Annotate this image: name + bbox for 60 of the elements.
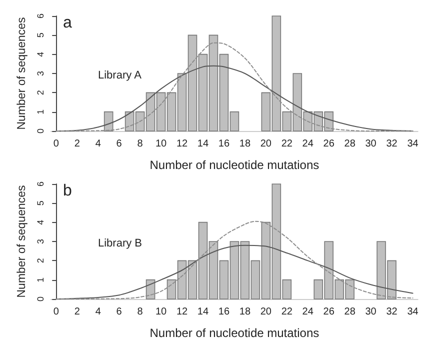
annotation: Library A	[98, 70, 142, 82]
x-tick-label: 18	[239, 138, 251, 150]
x-tick-label: 14	[197, 306, 209, 318]
x-tick-label: 24	[302, 138, 314, 150]
x-tick-label: 12	[176, 306, 188, 318]
x-tick-label: 32	[386, 138, 398, 150]
x-tick-label: 22	[281, 138, 293, 150]
y-tick-label: 5	[35, 200, 46, 206]
x-tick-label: 16	[218, 138, 230, 150]
y-axis-title: Number of sequences	[16, 17, 28, 130]
x-tick-label: 16	[218, 306, 230, 318]
line-series	[56, 42, 414, 132]
x-tick-label: 2	[74, 306, 80, 318]
chart-title: b	[63, 182, 72, 200]
x-tick-label: 6	[116, 306, 122, 318]
x-tick-label: 26	[323, 138, 335, 150]
x-tick-label: 28	[344, 138, 356, 150]
x-tick-label: 30	[365, 138, 377, 150]
y-axis-title: Number of sequences	[16, 185, 28, 298]
y-tick-label: 5	[35, 32, 46, 38]
x-tick-label: 24	[302, 306, 314, 318]
x-tick-label: 4	[95, 306, 102, 318]
x-tick-label: 26	[323, 306, 335, 318]
x-tick-label: 12	[176, 138, 188, 150]
x-axis-title: Number of nucleotide mutations	[150, 158, 320, 172]
x-tick-label: 32	[386, 306, 398, 318]
y-tick-label: 0	[35, 296, 46, 302]
x-tick-label: 2	[74, 138, 80, 150]
y-tick-label: 3	[35, 70, 46, 76]
x-axis-title: Number of nucleotide mutations	[150, 326, 320, 340]
y-tick-label: 4	[35, 220, 46, 225]
x-tick-label: 28	[344, 306, 356, 318]
y-tick-label: 2	[35, 258, 46, 264]
x-tick-label: 8	[137, 306, 144, 318]
y-tick-label: 0	[35, 128, 46, 134]
x-tick-label: 10	[155, 138, 168, 150]
x-tick-label: 10	[155, 306, 168, 318]
x-tick-label: 30	[365, 306, 377, 318]
y-tick-label: 1	[35, 277, 46, 282]
line-series	[56, 220, 414, 300]
x-tick-label: 6	[116, 138, 122, 150]
x-tick-label: 20	[260, 138, 272, 150]
y-tick-label: 3	[35, 238, 46, 244]
x-tick-label: 4	[95, 138, 102, 150]
x-tick-label: 22	[281, 306, 293, 318]
annotation: Library B	[98, 238, 142, 250]
x-tick-label: 14	[197, 138, 209, 150]
y-tick-label: 1	[35, 109, 46, 114]
x-tick-label: 0	[53, 138, 60, 150]
y-tick-label: 4	[35, 52, 46, 57]
x-tick-label: 8	[137, 138, 144, 150]
y-tick-label: 6	[35, 13, 46, 19]
x-tick-label: 34	[407, 306, 419, 318]
y-tick-label: 2	[35, 90, 46, 96]
chart-title: a	[63, 14, 72, 32]
x-tick-label: 0	[53, 306, 60, 318]
x-tick-label: 34	[407, 138, 419, 150]
x-tick-label: 20	[260, 306, 272, 318]
x-tick-label: 18	[239, 306, 251, 318]
y-tick-label: 6	[35, 181, 46, 187]
